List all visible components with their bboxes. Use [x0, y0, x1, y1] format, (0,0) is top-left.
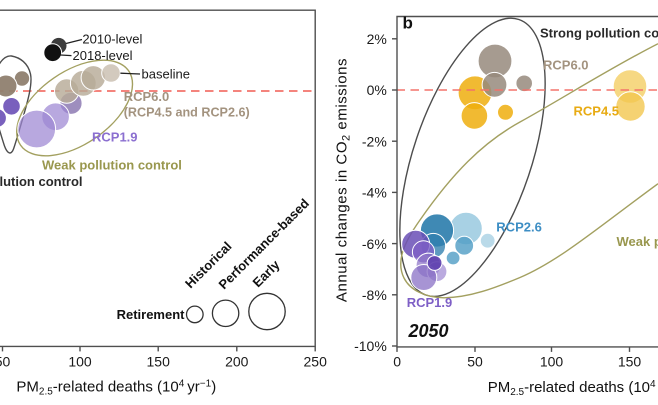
- svg-text:250: 250: [304, 353, 328, 369]
- svg-text:RCP1.9: RCP1.9: [407, 295, 453, 310]
- svg-text:2%: 2%: [367, 31, 387, 47]
- svg-text:RCP6.0: RCP6.0: [543, 58, 589, 73]
- svg-text:0: 0: [393, 353, 401, 369]
- svg-text:(RCP4.5 and RCP2.6): (RCP4.5 and RCP2.6): [124, 106, 250, 120]
- svg-text:Weak pollution control: Weak pollution control: [617, 234, 658, 249]
- svg-text:-10%: -10%: [354, 338, 387, 354]
- svg-text:200: 200: [225, 353, 249, 369]
- svg-text:RCP2.6: RCP2.6: [496, 220, 542, 235]
- svg-text:-4%: -4%: [362, 185, 387, 201]
- svg-text:Retirement: Retirement: [117, 307, 186, 322]
- svg-text:100: 100: [540, 353, 564, 369]
- svg-text:PM2.5-related deaths (104 yr−1: PM2.5-related deaths (104 yr−1): [16, 379, 216, 398]
- svg-text:2010-level: 2010-level: [82, 32, 142, 47]
- svg-text:150: 150: [618, 353, 642, 369]
- svg-text:Annual changes in CO2 emission: Annual changes in CO2 emissions: [334, 58, 353, 302]
- svg-text:Strong pollution control: Strong pollution control: [540, 25, 658, 40]
- svg-text:150: 150: [147, 353, 171, 369]
- svg-text:100: 100: [68, 353, 92, 369]
- svg-text:RCP6.0: RCP6.0: [124, 89, 170, 104]
- svg-text:-2%: -2%: [362, 133, 387, 149]
- svg-text:RCP4.5: RCP4.5: [574, 104, 620, 119]
- svg-text:baseline: baseline: [142, 67, 190, 82]
- svg-text:-6%: -6%: [362, 236, 387, 252]
- svg-text:RCP1.9: RCP1.9: [92, 130, 138, 145]
- svg-text:0%: 0%: [367, 82, 387, 98]
- svg-text:PM2.5-related deaths (104 yr−1: PM2.5-related deaths (104 yr−1): [488, 379, 658, 398]
- svg-text:Weak pollution control: Weak pollution control: [42, 157, 182, 172]
- svg-text:2018-level: 2018-level: [73, 48, 133, 63]
- svg-text:50: 50: [467, 353, 483, 369]
- svg-text:b: b: [403, 14, 413, 33]
- svg-text:Strong pollution control: Strong pollution control: [0, 174, 83, 189]
- svg-text:2050: 2050: [408, 321, 449, 341]
- svg-text:-8%: -8%: [362, 287, 387, 303]
- svg-text:50: 50: [0, 353, 10, 369]
